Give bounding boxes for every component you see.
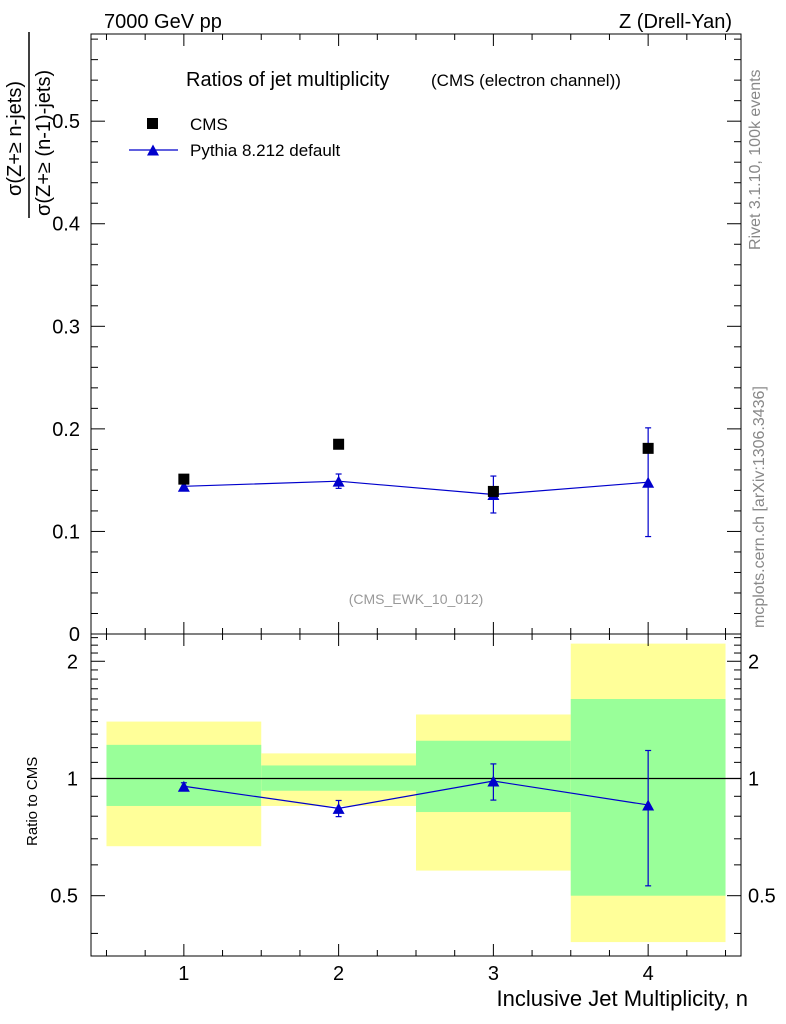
legend: CMS Pythia 8.212 default <box>129 115 341 160</box>
pythia-point <box>332 475 345 487</box>
chart-title: Ratios of jet multiplicity <box>186 69 389 91</box>
cms-point <box>178 473 190 485</box>
x-axis-label: Inclusive Jet Multiplicity, n <box>497 986 748 1011</box>
data-marks <box>177 427 655 887</box>
ratio-y-tick-label-right: 1 <box>748 768 759 790</box>
pythia-point <box>177 480 190 492</box>
x-tick-label: 2 <box>333 963 344 985</box>
y-tick-label: 0.1 <box>52 521 80 543</box>
mcplots-label: mcplots.cern.ch [arXiv:1306.3436] <box>751 386 768 628</box>
band-inner-1 <box>106 744 262 806</box>
x-tick-label: 4 <box>643 963 654 985</box>
cms-point <box>487 485 499 497</box>
pythia-point <box>642 476 655 488</box>
legend-pythia-marker <box>147 144 159 156</box>
ratio-pythia-point <box>332 802 345 814</box>
main-ylabel: σ(Z+≥ n-jets) σ(Z+≥ (n-1)-jets) <box>4 32 55 218</box>
main-panel-frame <box>90 33 742 635</box>
y-tick-label: 0.3 <box>52 316 80 338</box>
header-left: 7000 GeV pp <box>104 11 222 33</box>
chart-subtitle: (CMS (electron channel)) <box>431 71 621 90</box>
y-tick-label: 0.2 <box>52 419 80 441</box>
cms-point <box>333 438 345 450</box>
ratio-y-tick-label: 0.5 <box>50 886 78 908</box>
x-tick-label: 1 <box>178 963 189 985</box>
ratio-bands <box>106 643 726 943</box>
ratio-y-tick-label-right: 2 <box>748 651 759 673</box>
axis-ticks <box>91 34 741 956</box>
legend-cms-label: CMS <box>190 115 228 134</box>
legend-pythia-label: Pythia 8.212 default <box>190 141 341 160</box>
cms-point <box>642 442 654 454</box>
ylabel-numerator: σ(Z+≥ n-jets) <box>4 81 26 196</box>
header-right: Z (Drell-Yan) <box>619 11 732 33</box>
y-tick-label: 0 <box>69 624 80 646</box>
y-tick-label: 0.5 <box>52 111 80 133</box>
ratio-pythia-point <box>487 775 500 787</box>
ylabel-denominator: σ(Z+≥ (n-1)-jets) <box>33 70 55 216</box>
analysis-tag: (CMS_EWK_10_012) <box>349 591 484 607</box>
axis-tick-labels: 1 2 3 4 0 0.1 0.2 0.3 0.4 0.5 0.5 0.5 1 1 2 2 <box>50 111 776 985</box>
ratio-pythia-point <box>177 780 190 792</box>
ratio-pythia-point <box>642 799 655 811</box>
ratio-y-tick-label: 1 <box>67 768 78 790</box>
ratio-ylabel: Ratio to CMS <box>24 757 41 846</box>
ratio-y-tick-label: 2 <box>67 651 78 673</box>
ratio-y-tick-label-right: 0.5 <box>748 886 776 908</box>
x-tick-label: 3 <box>488 963 499 985</box>
pythia-line <box>183 480 649 496</box>
rivet-label: Rivet 3.1.10, 100k events <box>747 69 764 250</box>
ratio-pythia-line <box>183 780 649 809</box>
legend-cms-marker <box>147 118 158 129</box>
y-tick-label: 0.4 <box>52 214 80 236</box>
